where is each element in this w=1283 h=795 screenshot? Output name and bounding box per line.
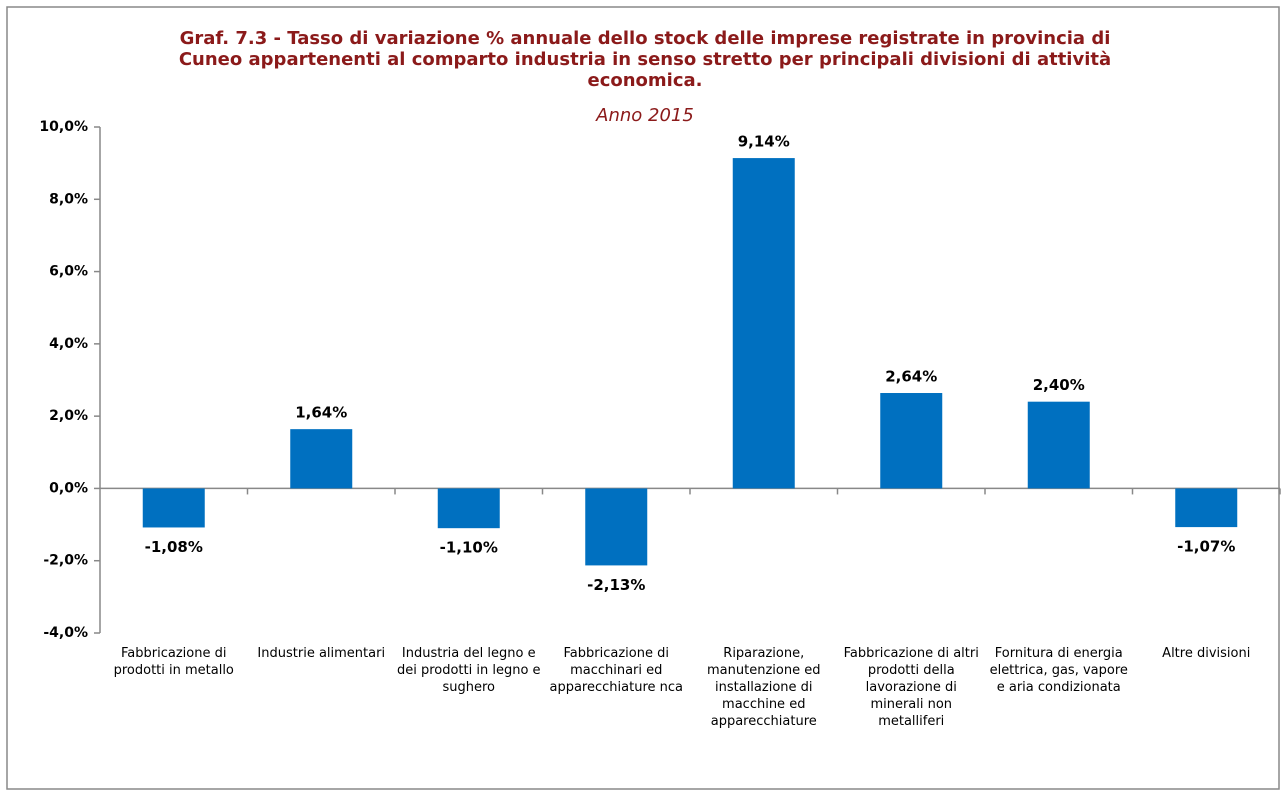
data-label: 2,40%	[1033, 376, 1085, 394]
data-label: -1,07%	[1177, 538, 1235, 556]
x-label-box: Fabbricazione di macchinari ed apparecch…	[549, 646, 684, 695]
x-label-box: Fabbricazione di prodotti in metallo	[113, 646, 234, 678]
y-tick-label: 10,0%	[39, 119, 88, 135]
bar	[585, 488, 648, 566]
title-box: Graf. 7.3 - Tasso di variazione % annual…	[178, 28, 1112, 91]
x-label-box: Riparazione, manutenzione ed installazio…	[707, 646, 821, 729]
data-label: -1,08%	[145, 538, 203, 556]
bar	[1027, 401, 1090, 489]
x-tick-label: Industria del legno e dei prodotti in le…	[396, 646, 541, 695]
data-label: 2,64%	[885, 368, 937, 386]
x-tick-label: Fornitura di energia elettrica, gas, vap…	[989, 646, 1128, 695]
y-tick-label: 2,0%	[49, 408, 88, 424]
chart-subtitle: Anno 2015	[595, 105, 694, 126]
bar	[880, 393, 943, 489]
x-tick-label: Riparazione, manutenzione ed installazio…	[707, 646, 821, 729]
y-tick-label: 4,0%	[49, 336, 88, 352]
data-label: -1,10%	[440, 539, 498, 557]
y-tick-label: -4,0%	[43, 625, 88, 641]
bar	[1175, 488, 1238, 528]
y-tick-label: -2,0%	[43, 553, 88, 569]
data-label: 9,14%	[738, 133, 790, 151]
x-label-box: Fornitura di energia elettrica, gas, vap…	[989, 646, 1128, 695]
bar	[732, 158, 795, 489]
x-label-box: Industrie alimentari	[257, 646, 386, 661]
x-tick-label: Fabbricazione di altri prodotti della la…	[843, 646, 979, 729]
chart-frame	[6, 6, 1280, 790]
x-label-box: Industria del legno e dei prodotti in le…	[396, 646, 541, 695]
data-label: 1,64%	[295, 404, 347, 422]
y-tick-label: 6,0%	[49, 264, 88, 280]
chart-title: Graf. 7.3 - Tasso di variazione % annual…	[178, 28, 1112, 91]
bar	[437, 488, 500, 529]
bar	[142, 488, 205, 528]
y-tick-label: 0,0%	[49, 480, 88, 496]
x-label-box: Altre divisioni	[1162, 646, 1251, 661]
x-tick-label: Altre divisioni	[1162, 646, 1251, 661]
x-tick-label: Fabbricazione di prodotti in metallo	[113, 646, 234, 678]
x-tick-label: Fabbricazione di macchinari ed apparecch…	[549, 646, 684, 695]
bar	[290, 429, 353, 489]
x-tick-label: Industrie alimentari	[257, 646, 386, 661]
x-label-box: Fabbricazione di altri prodotti della la…	[843, 646, 979, 729]
y-tick-label: 8,0%	[49, 191, 88, 207]
data-label: -2,13%	[587, 576, 645, 594]
